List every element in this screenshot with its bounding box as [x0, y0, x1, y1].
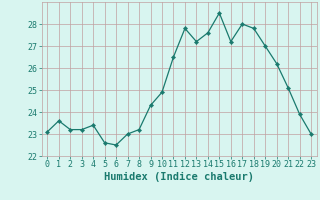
X-axis label: Humidex (Indice chaleur): Humidex (Indice chaleur) [104, 172, 254, 182]
